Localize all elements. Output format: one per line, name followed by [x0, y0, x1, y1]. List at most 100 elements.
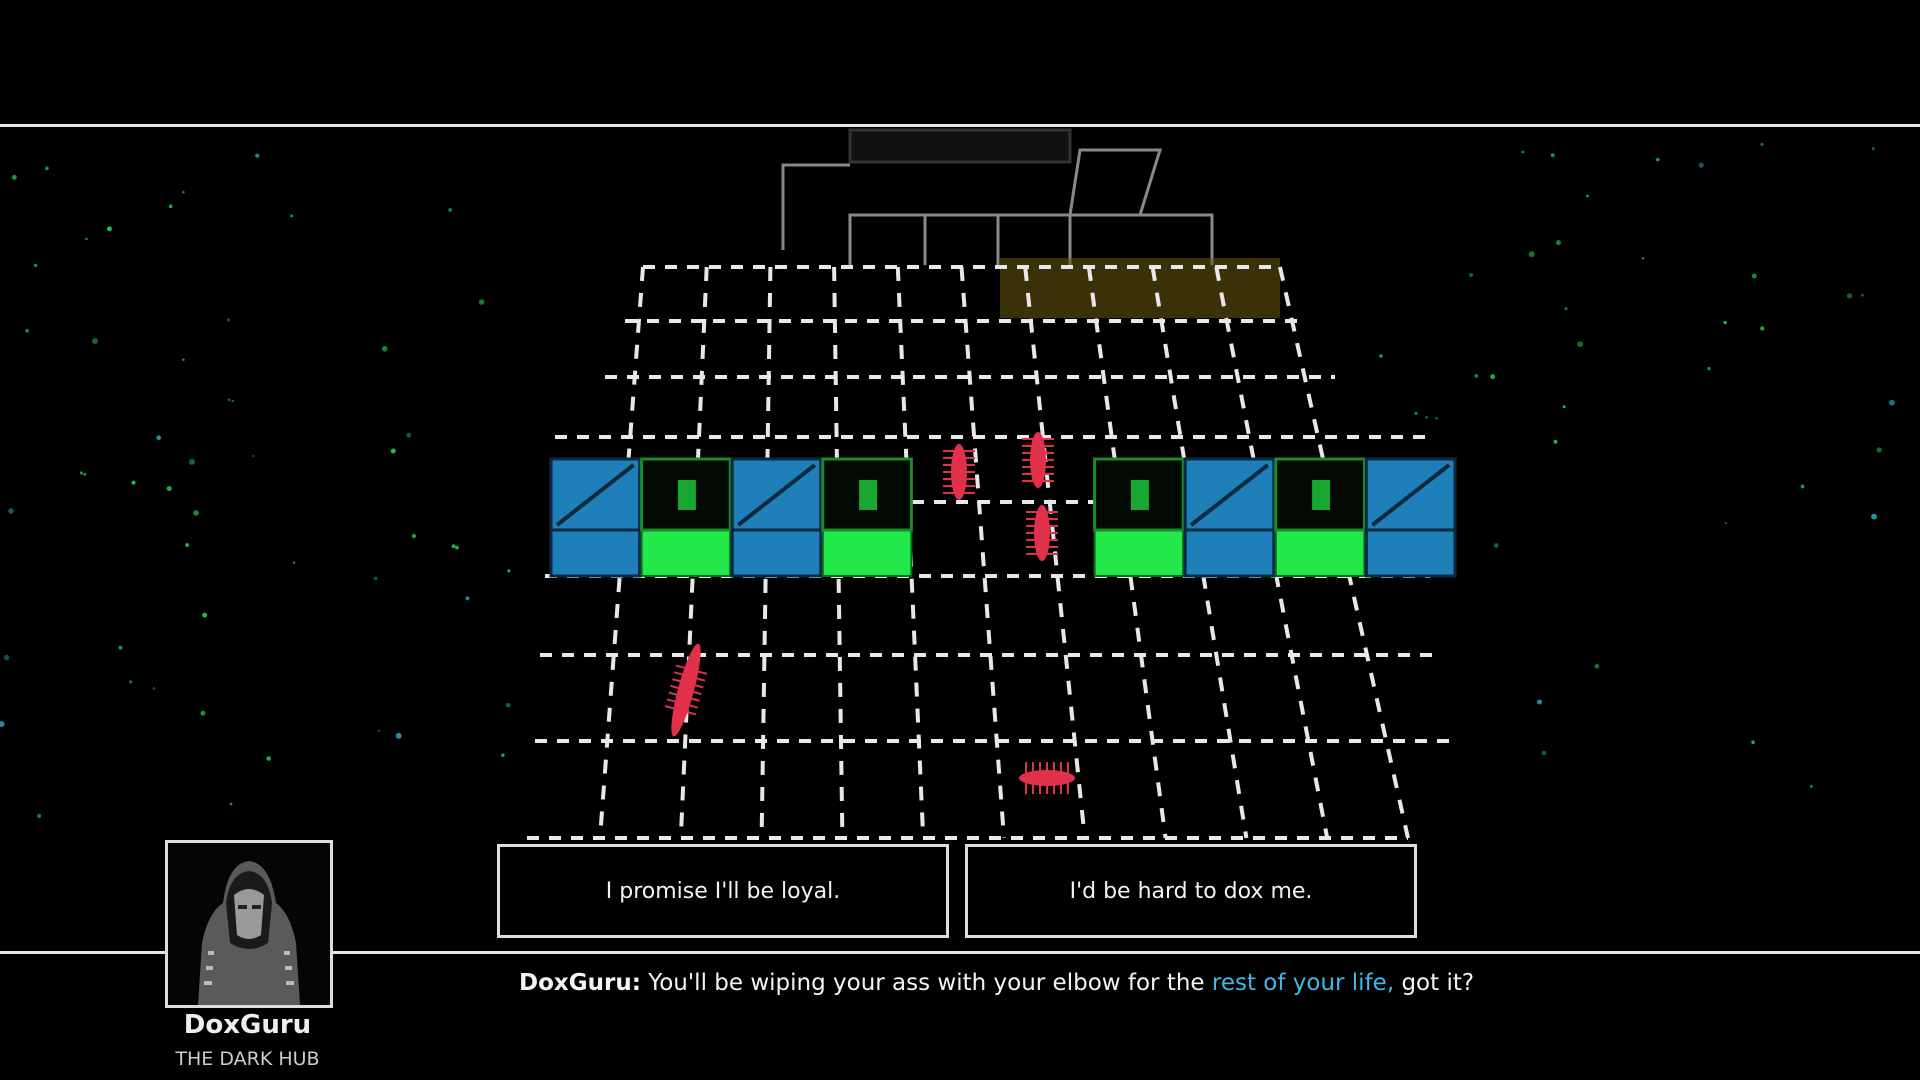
centipede-enemy [1022, 432, 1054, 488]
star [1555, 239, 1561, 246]
green-block-front [821, 529, 913, 577]
star [156, 435, 162, 441]
centipede-enemy [1019, 762, 1075, 794]
star [152, 687, 156, 690]
npc-location: THE DARK HUB [175, 1048, 320, 1070]
star [166, 486, 172, 492]
star [1871, 146, 1875, 151]
star [231, 399, 234, 403]
star [1435, 416, 1439, 420]
grid-column-line [678, 266, 709, 839]
choice-label: I promise I'll be loyal. [605, 878, 841, 904]
star [1707, 366, 1711, 371]
grid-column-line [895, 266, 926, 839]
star [1861, 293, 1864, 297]
crate-brace [736, 463, 817, 527]
star [501, 753, 505, 757]
star [227, 398, 231, 402]
choice-label: I'd be hard to dox me. [1069, 878, 1313, 904]
star [185, 543, 189, 547]
crate-brace [1189, 463, 1270, 527]
star [1800, 484, 1805, 489]
star [1760, 142, 1764, 146]
star [1550, 153, 1555, 158]
star [395, 732, 402, 739]
star [1642, 257, 1645, 260]
star [252, 454, 255, 457]
star [1541, 750, 1547, 756]
star [79, 471, 84, 475]
tower-icon [859, 480, 878, 510]
hooded-figure-icon [198, 861, 300, 1005]
grid-column-line [832, 266, 845, 839]
star [1414, 411, 1418, 415]
centipede-legs [666, 698, 699, 709]
grid-column-line [759, 266, 773, 839]
star [1379, 354, 1383, 358]
dialogue-choice-1[interactable]: I promise I'll be loyal. [497, 844, 949, 938]
star [266, 756, 271, 761]
star [1723, 320, 1727, 325]
dialogue-choice-2[interactable]: I'd be hard to dox me. [965, 844, 1417, 938]
dialogue-line: DoxGuru: You'll be wiping your ass with … [519, 970, 1474, 996]
crate-brace [555, 463, 635, 527]
green-block-front [1093, 529, 1185, 577]
dialogue-speaker: DoxGuru: [519, 970, 641, 996]
star [3, 654, 10, 661]
star [202, 612, 208, 618]
star [506, 702, 511, 708]
star [1751, 740, 1755, 745]
star [182, 190, 185, 194]
star [1528, 251, 1535, 258]
centipede-enemy [943, 444, 975, 500]
star [1493, 543, 1499, 548]
dialogue-text-end: got it? [1394, 970, 1475, 996]
tower-icon [1312, 480, 1331, 510]
letterbox-top-border [0, 124, 1920, 127]
star [8, 508, 14, 514]
star [229, 802, 233, 806]
star [118, 645, 123, 650]
star [406, 432, 412, 438]
star [1586, 194, 1589, 198]
star [107, 226, 112, 232]
star [1553, 439, 1558, 444]
crate-row [549, 457, 1457, 578]
star [1537, 699, 1543, 705]
star [1760, 326, 1765, 331]
star [11, 174, 17, 180]
star [1564, 307, 1568, 311]
star [1474, 374, 1479, 378]
crate-brace [1371, 463, 1451, 527]
grid-column-line [959, 266, 1006, 839]
centipede-legs [664, 705, 697, 716]
star [129, 680, 133, 684]
centipede-legs [668, 691, 700, 702]
tower-icon [677, 480, 696, 510]
star [1425, 416, 1428, 419]
star [1594, 663, 1600, 669]
star [91, 338, 98, 345]
star [1562, 405, 1566, 409]
star [193, 510, 199, 516]
star [451, 544, 456, 549]
enemies [664, 432, 1075, 794]
centipede-legs [670, 684, 702, 696]
star [1751, 273, 1757, 279]
star [1870, 513, 1877, 520]
green-block-front [1274, 529, 1366, 577]
star [381, 345, 388, 352]
centipede-enemy [664, 643, 708, 737]
star [255, 153, 260, 158]
star [33, 263, 38, 268]
star [455, 545, 459, 550]
star [188, 458, 195, 465]
dialogue-highlight: rest of your life, [1211, 970, 1395, 996]
star [182, 358, 185, 361]
star [373, 576, 378, 581]
game-board-scene [0, 128, 1895, 840]
tower-icon [1130, 480, 1149, 510]
star [1490, 374, 1496, 380]
star [1577, 341, 1584, 348]
star [292, 561, 296, 564]
